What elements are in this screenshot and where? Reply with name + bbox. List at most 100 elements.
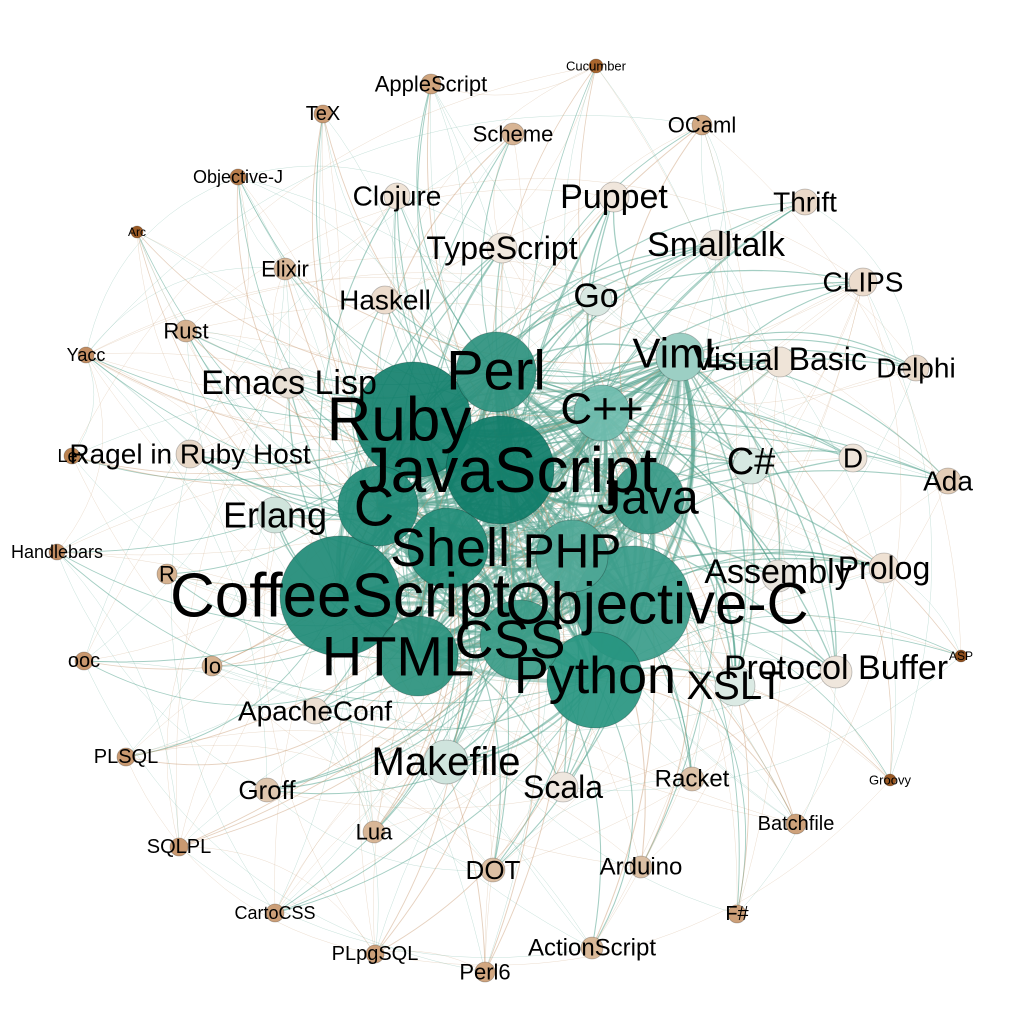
- node-label-cartocss: CartoCSS: [234, 903, 315, 923]
- node-emacs-lisp[interactable]: [273, 367, 305, 399]
- node-javascript[interactable]: [445, 415, 555, 525]
- node-label-d: D: [843, 443, 863, 474]
- node-php[interactable]: [535, 519, 609, 593]
- node-io[interactable]: [201, 655, 223, 677]
- edge: [578, 65, 649, 499]
- node-handlebars[interactable]: [48, 543, 66, 561]
- node-yacc[interactable]: [77, 346, 95, 364]
- edge: [236, 176, 379, 507]
- node-ooc[interactable]: [74, 651, 94, 671]
- edge: [71, 65, 597, 457]
- node-puppet[interactable]: [598, 181, 630, 213]
- node-css[interactable]: [479, 599, 561, 681]
- node-sqlpl[interactable]: [169, 837, 189, 857]
- edge: [178, 846, 376, 955]
- node-ragel[interactable]: [175, 439, 205, 469]
- node-python[interactable]: [546, 631, 644, 729]
- node-protocol-buffer[interactable]: [819, 655, 853, 689]
- edge: [396, 178, 864, 283]
- node-shell[interactable]: [407, 507, 489, 589]
- node-smalltalk[interactable]: [700, 229, 732, 261]
- node-rust[interactable]: [174, 319, 198, 343]
- node-ocaml[interactable]: [691, 114, 713, 136]
- node-apacheconf[interactable]: [301, 697, 329, 725]
- edge: [679, 356, 892, 781]
- node-label-ada: Ada: [923, 466, 973, 497]
- node-objective-j[interactable]: [229, 168, 247, 186]
- node-lex[interactable]: [63, 447, 81, 465]
- node-haskell[interactable]: [370, 285, 400, 315]
- node-cucumber[interactable]: [588, 58, 604, 74]
- node-elixir[interactable]: [273, 257, 297, 281]
- node-label-arc: Arc: [128, 225, 146, 239]
- node-clojure[interactable]: [383, 182, 411, 210]
- node-tex[interactable]: [313, 104, 333, 124]
- node-asp[interactable]: [954, 649, 968, 663]
- edge: [83, 196, 615, 662]
- node-ruby[interactable]: [354, 361, 472, 479]
- node-fsharp[interactable]: [727, 904, 747, 924]
- edge: [492, 281, 864, 871]
- node-clips[interactable]: [848, 267, 878, 297]
- node-typescript[interactable]: [486, 232, 518, 264]
- edge: [495, 371, 779, 577]
- node-c[interactable]: [337, 465, 419, 547]
- node-label-groovy: Groovy: [869, 773, 911, 788]
- node-perl[interactable]: [455, 331, 537, 413]
- node-visual-basic[interactable]: [764, 346, 796, 378]
- edge: [56, 551, 596, 704]
- node-racket[interactable]: [679, 766, 705, 792]
- node-d[interactable]: [838, 443, 868, 473]
- node-label-perl6: Perl6: [459, 960, 510, 985]
- node-label-scala: Scala: [523, 769, 603, 805]
- node-label-racket: Racket: [655, 766, 730, 793]
- node-groff[interactable]: [254, 777, 280, 803]
- node-plpgsql[interactable]: [365, 944, 385, 964]
- edge: [591, 244, 737, 949]
- node-cpp[interactable]: [573, 384, 631, 442]
- node-viml[interactable]: [655, 332, 705, 382]
- edge: [83, 655, 419, 706]
- node-label-apacheconf: ApacheConf: [238, 696, 392, 727]
- node-erlang[interactable]: [256, 496, 294, 534]
- node-plsql[interactable]: [116, 747, 136, 767]
- node-label-yacc: Yacc: [67, 345, 106, 365]
- node-groovy[interactable]: [883, 773, 897, 787]
- node-label-emacs-lisp: Emacs Lisp: [201, 364, 377, 402]
- node-makefile[interactable]: [423, 739, 469, 785]
- node-xslt[interactable]: [714, 665, 756, 707]
- edge: [83, 133, 514, 662]
- edge: [170, 453, 276, 914]
- node-csharp[interactable]: [732, 447, 770, 485]
- node-scala[interactable]: [547, 771, 579, 803]
- edge: [322, 113, 497, 373]
- node-label-cucumber: Cucumber: [566, 59, 627, 74]
- node-thrift[interactable]: [791, 188, 819, 216]
- node-cartocss[interactable]: [265, 903, 285, 923]
- node-go[interactable]: [579, 283, 613, 317]
- node-delphi[interactable]: [902, 354, 930, 382]
- node-actionscript[interactable]: [580, 936, 604, 960]
- node-applescript[interactable]: [420, 73, 442, 95]
- node-coffeescript[interactable]: [279, 535, 401, 657]
- edge: [284, 195, 398, 270]
- node-ada[interactable]: [934, 467, 962, 495]
- node-prolog[interactable]: [868, 552, 900, 584]
- edge: [447, 525, 779, 577]
- node-perl6[interactable]: [474, 961, 496, 983]
- node-html[interactable]: [377, 615, 459, 697]
- node-arduino[interactable]: [629, 855, 653, 879]
- node-lua[interactable]: [362, 820, 386, 844]
- node-label-arduino: Arduino: [600, 854, 683, 881]
- node-batchfile[interactable]: [785, 813, 807, 835]
- node-label-clojure: Clojure: [353, 181, 442, 212]
- edge: [512, 196, 615, 641]
- node-r[interactable]: [156, 563, 178, 585]
- node-assembly[interactable]: [761, 559, 795, 593]
- node-arc[interactable]: [130, 225, 144, 239]
- edge: [417, 83, 501, 471]
- edge: [647, 281, 864, 499]
- node-dot[interactable]: [480, 857, 506, 883]
- node-java[interactable]: [611, 461, 685, 535]
- node-scheme[interactable]: [501, 122, 525, 146]
